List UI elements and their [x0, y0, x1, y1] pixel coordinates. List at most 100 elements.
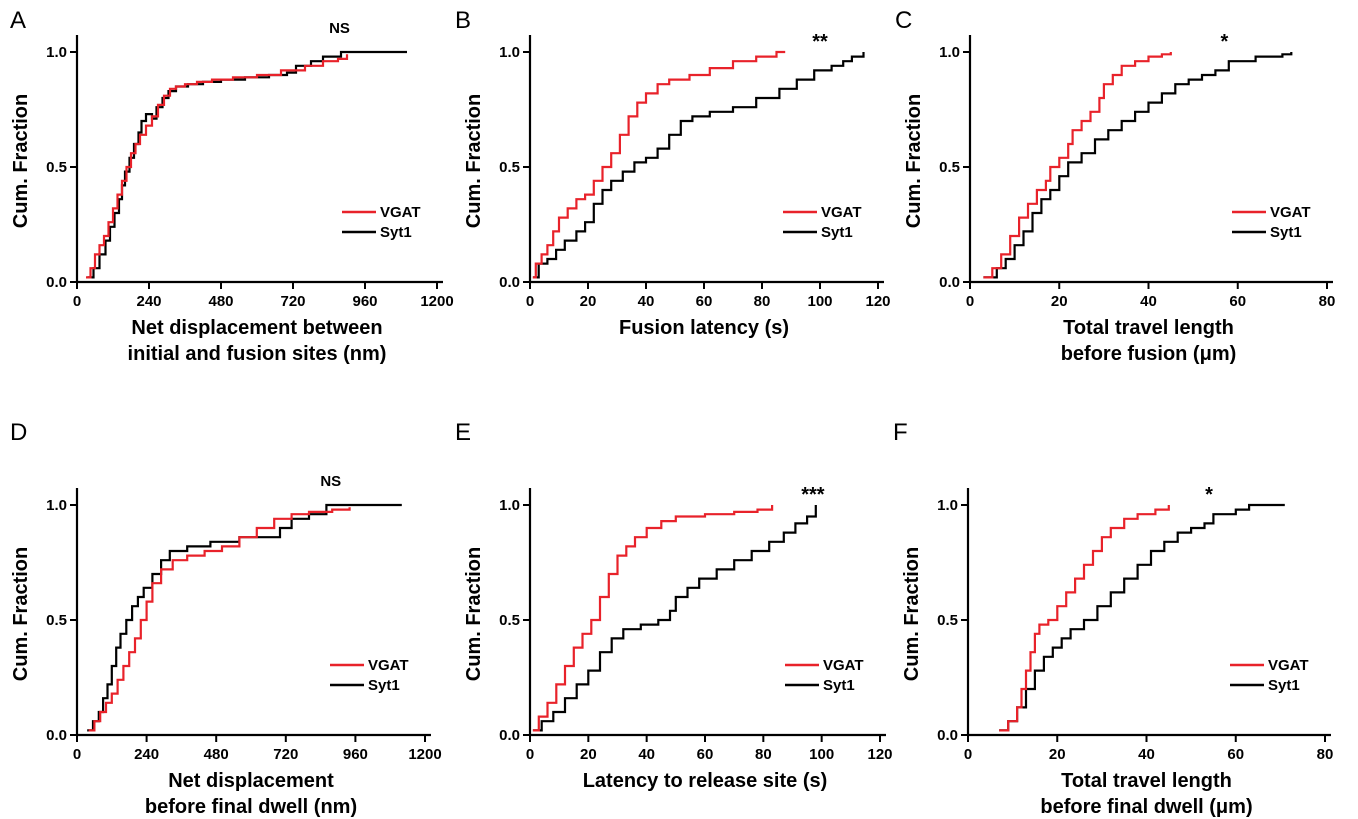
panel-letter: A: [10, 7, 26, 34]
x-axis-label: before fusion (μm): [1061, 343, 1237, 365]
panel-e: 0.0 0.5 1.0 0 20 40 60 80 100 120 Cum. Fraction Lat…: [455, 419, 893, 792]
x-axis-label: Fusion latency (s): [619, 317, 789, 339]
series-line-vgat: [532, 505, 774, 732]
series-line-syt1: [999, 503, 1285, 732]
panel-b: 0.0 0.5 1.0 0 20 40 60 80 100 120 Cum. Fraction Fus…: [455, 7, 891, 339]
x-tick-label: 40: [638, 746, 655, 763]
x-tick-label: 240: [136, 293, 161, 310]
panel-a: 0.0 0.5 1.0 0 240 480 720 960 1200 Cum. Fraction N…: [10, 7, 454, 365]
x-tick-label: 240: [134, 746, 159, 763]
series-line-vgat: [532, 50, 786, 279]
series-line-syt1: [532, 52, 865, 279]
series-line-syt1: [87, 503, 402, 732]
x-tick-label: 0: [73, 293, 81, 310]
x-tick-label: 1200: [420, 293, 453, 310]
y-axis-label: Cum. Fraction: [10, 547, 32, 681]
legend-label-vgat: VGAT: [823, 657, 864, 674]
x-tick-label: 960: [352, 293, 377, 310]
y-tick-label: 0.5: [46, 612, 67, 629]
significance-marker: ***: [801, 484, 825, 506]
series-line-vgat: [86, 54, 349, 279]
y-tick-label: 0.5: [499, 159, 520, 176]
x-tick-label: 0: [73, 746, 81, 763]
x-tick-label: 40: [1138, 746, 1155, 763]
x-tick-label: 100: [807, 293, 832, 310]
legend-label-syt1: Syt1: [368, 677, 400, 694]
x-tick-label: 0: [966, 293, 974, 310]
significance-marker: NS: [329, 20, 350, 37]
y-tick-label: 1.0: [46, 497, 67, 514]
panel-c: 0.0 0.5 1.0 0 20 40 60 80 Cum. Fraction Total tra…: [895, 7, 1335, 365]
panel-letter: C: [895, 7, 912, 34]
series-line-vgat: [999, 505, 1170, 732]
x-axis-label: Total travel length: [1063, 317, 1234, 339]
y-tick-label: 0.0: [46, 727, 67, 744]
panel-d: 0.0 0.5 1.0 0 240 480 720 960 1200 Cum. Fraction N…: [10, 419, 442, 818]
legend-label-syt1: Syt1: [823, 677, 855, 694]
x-tick-label: 0: [526, 746, 534, 763]
x-tick-label: 20: [580, 293, 597, 310]
legend-label-syt1: Syt1: [1270, 224, 1302, 241]
x-axis-label: Total travel length: [1061, 770, 1232, 792]
series-line-syt1: [87, 50, 407, 279]
x-axis-label: initial and fusion sites (nm): [128, 343, 387, 365]
x-tick-label: 80: [1319, 293, 1336, 310]
x-axis-label: before final dwell (nm): [145, 796, 357, 818]
x-tick-label: 80: [754, 293, 771, 310]
x-tick-label: 120: [865, 293, 890, 310]
x-tick-label: 40: [1140, 293, 1157, 310]
x-tick-label: 120: [867, 746, 892, 763]
series-line-syt1: [532, 505, 817, 732]
y-tick-label: 0.0: [939, 274, 960, 291]
y-axis-label: Cum. Fraction: [901, 547, 923, 681]
series-line-syt1: [983, 52, 1293, 279]
panel-f: 0.0 0.5 1.0 0 20 40 60 80 Cum. Fraction Total tra…: [893, 419, 1333, 818]
legend-label-vgat: VGAT: [368, 657, 409, 674]
significance-marker: *: [1220, 31, 1228, 53]
y-axis-label: Cum. Fraction: [10, 94, 32, 228]
y-tick-label: 1.0: [937, 497, 958, 514]
x-axis-label: Net displacement between: [131, 317, 382, 339]
legend-label-syt1: Syt1: [821, 224, 853, 241]
y-tick-label: 0.0: [499, 727, 520, 744]
x-tick-label: 20: [1051, 293, 1068, 310]
y-tick-label: 0.5: [937, 612, 958, 629]
x-axis-label: Net displacement: [168, 770, 334, 792]
x-axis-label: Latency to release site (s): [583, 770, 828, 792]
x-tick-label: 20: [580, 746, 597, 763]
significance-marker: *: [1205, 484, 1213, 506]
y-tick-label: 0.0: [499, 274, 520, 291]
x-tick-label: 60: [697, 746, 714, 763]
x-tick-label: 480: [204, 746, 229, 763]
significance-marker: NS: [320, 473, 341, 490]
x-axis-label: before final dwell (μm): [1040, 796, 1252, 818]
x-tick-label: 1200: [408, 746, 441, 763]
x-tick-label: 80: [755, 746, 772, 763]
legend-label-vgat: VGAT: [1270, 204, 1311, 221]
y-tick-label: 0.0: [937, 727, 958, 744]
x-tick-label: 100: [809, 746, 834, 763]
y-axis-label: Cum. Fraction: [463, 94, 485, 228]
panel-letter: D: [10, 419, 27, 446]
y-tick-label: 1.0: [939, 44, 960, 61]
y-tick-label: 1.0: [46, 44, 67, 61]
x-tick-label: 60: [1227, 746, 1244, 763]
y-tick-label: 1.0: [499, 497, 520, 514]
significance-marker: **: [812, 31, 828, 53]
y-axis-label: Cum. Fraction: [463, 547, 485, 681]
x-tick-label: 80: [1317, 746, 1334, 763]
legend-label-syt1: Syt1: [380, 224, 412, 241]
x-tick-label: 960: [343, 746, 368, 763]
legend-label-vgat: VGAT: [821, 204, 862, 221]
panel-letter: F: [893, 419, 908, 446]
x-tick-label: 480: [208, 293, 233, 310]
x-tick-label: 0: [526, 293, 534, 310]
x-tick-label: 40: [638, 293, 655, 310]
x-tick-label: 720: [280, 293, 305, 310]
x-tick-label: 20: [1049, 746, 1066, 763]
panel-letter: E: [455, 419, 471, 446]
x-tick-label: 720: [273, 746, 298, 763]
series-line-vgat: [88, 507, 351, 732]
legend-label-vgat: VGAT: [380, 204, 421, 221]
panel-letter: B: [455, 7, 471, 34]
